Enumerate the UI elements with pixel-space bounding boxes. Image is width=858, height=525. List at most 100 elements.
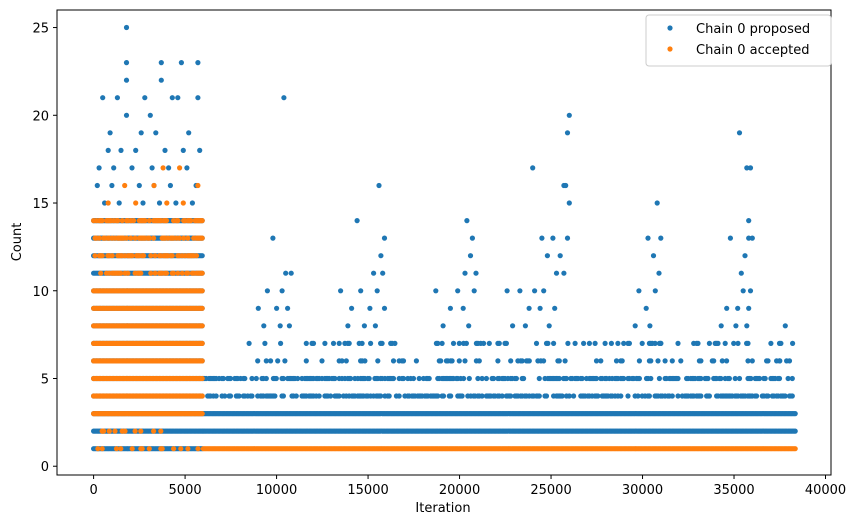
data-point — [746, 235, 752, 241]
data-point — [96, 235, 102, 241]
data-point — [455, 288, 461, 294]
data-point — [765, 358, 771, 364]
data-point — [459, 393, 465, 399]
legend-marker-proposed — [667, 25, 673, 31]
data-point — [125, 270, 131, 276]
data-point — [563, 375, 570, 382]
data-point — [698, 358, 704, 364]
legend-marker-accepted — [667, 46, 673, 52]
data-point — [128, 235, 134, 241]
data-point — [169, 95, 175, 101]
data-point — [99, 253, 105, 259]
data-point — [246, 340, 252, 346]
data-point — [749, 358, 755, 364]
data-point — [169, 253, 175, 259]
data-point — [636, 375, 643, 382]
data-point — [152, 270, 158, 276]
data-point — [765, 393, 771, 399]
data-point — [114, 95, 120, 101]
data-point — [162, 147, 168, 153]
data-point — [319, 358, 325, 364]
data-point — [99, 446, 105, 452]
data-point — [328, 393, 334, 399]
data-point — [184, 165, 190, 171]
data-point — [785, 375, 791, 382]
data-point — [747, 165, 754, 171]
data-point — [722, 340, 728, 346]
data-point — [532, 288, 538, 294]
legend-label-accepted: Chain 0 accepted — [696, 43, 810, 58]
data-point — [526, 305, 532, 311]
data-point — [536, 393, 542, 399]
data-point — [119, 218, 125, 224]
data-point — [460, 305, 466, 311]
data-point — [285, 305, 291, 311]
data-point — [439, 340, 445, 346]
data-point — [367, 305, 373, 311]
data-point — [557, 253, 563, 259]
data-point — [249, 393, 255, 399]
data-point — [180, 200, 186, 206]
data-point — [129, 446, 135, 452]
y-axis-label: Count — [10, 223, 25, 262]
data-point — [643, 305, 649, 311]
data-point — [96, 165, 102, 171]
data-point — [263, 375, 269, 382]
data-point — [447, 305, 453, 311]
data-point — [646, 393, 653, 399]
data-point — [551, 340, 557, 346]
data-point — [698, 393, 704, 399]
data-point — [268, 358, 274, 364]
data-point — [632, 323, 638, 329]
data-point — [790, 340, 796, 346]
data-point — [556, 375, 562, 382]
data-point — [199, 235, 205, 241]
data-point — [236, 393, 242, 399]
data-point — [151, 235, 157, 241]
data-point — [789, 375, 795, 382]
data-point — [133, 200, 139, 206]
data-point — [483, 375, 489, 382]
data-point — [195, 95, 201, 101]
data-point — [339, 358, 345, 364]
data-point — [652, 288, 658, 294]
data-point — [222, 393, 228, 399]
data-point — [118, 446, 124, 452]
series-1-points — [91, 165, 798, 452]
data-point — [199, 270, 205, 276]
data-point — [536, 375, 542, 382]
data-point — [650, 253, 657, 259]
data-point — [361, 323, 367, 329]
data-point — [654, 200, 660, 206]
data-point — [199, 393, 205, 399]
data-point — [566, 200, 572, 206]
data-point — [400, 375, 407, 382]
data-point — [565, 340, 571, 346]
data-point — [167, 182, 173, 189]
data-point — [156, 200, 163, 206]
data-point — [456, 340, 462, 346]
data-point — [116, 200, 122, 206]
data-point — [678, 358, 684, 364]
data-point — [608, 340, 615, 346]
data-point — [138, 130, 144, 136]
data-point — [359, 340, 365, 346]
points-layer — [91, 24, 798, 452]
data-point — [123, 60, 130, 66]
data-point — [280, 393, 286, 399]
data-point — [747, 288, 754, 294]
y-tick-label: 15 — [32, 197, 49, 212]
data-point — [416, 375, 422, 382]
data-point — [768, 340, 774, 346]
data-point — [199, 218, 205, 224]
data-point — [132, 235, 138, 241]
data-point — [197, 147, 203, 153]
data-point — [129, 165, 135, 171]
data-point — [655, 358, 661, 364]
data-point — [112, 428, 118, 434]
data-point — [199, 323, 205, 329]
data-point — [537, 305, 543, 311]
data-point — [562, 358, 568, 364]
x-tick-label: 20000 — [439, 483, 480, 498]
data-point — [220, 375, 226, 382]
